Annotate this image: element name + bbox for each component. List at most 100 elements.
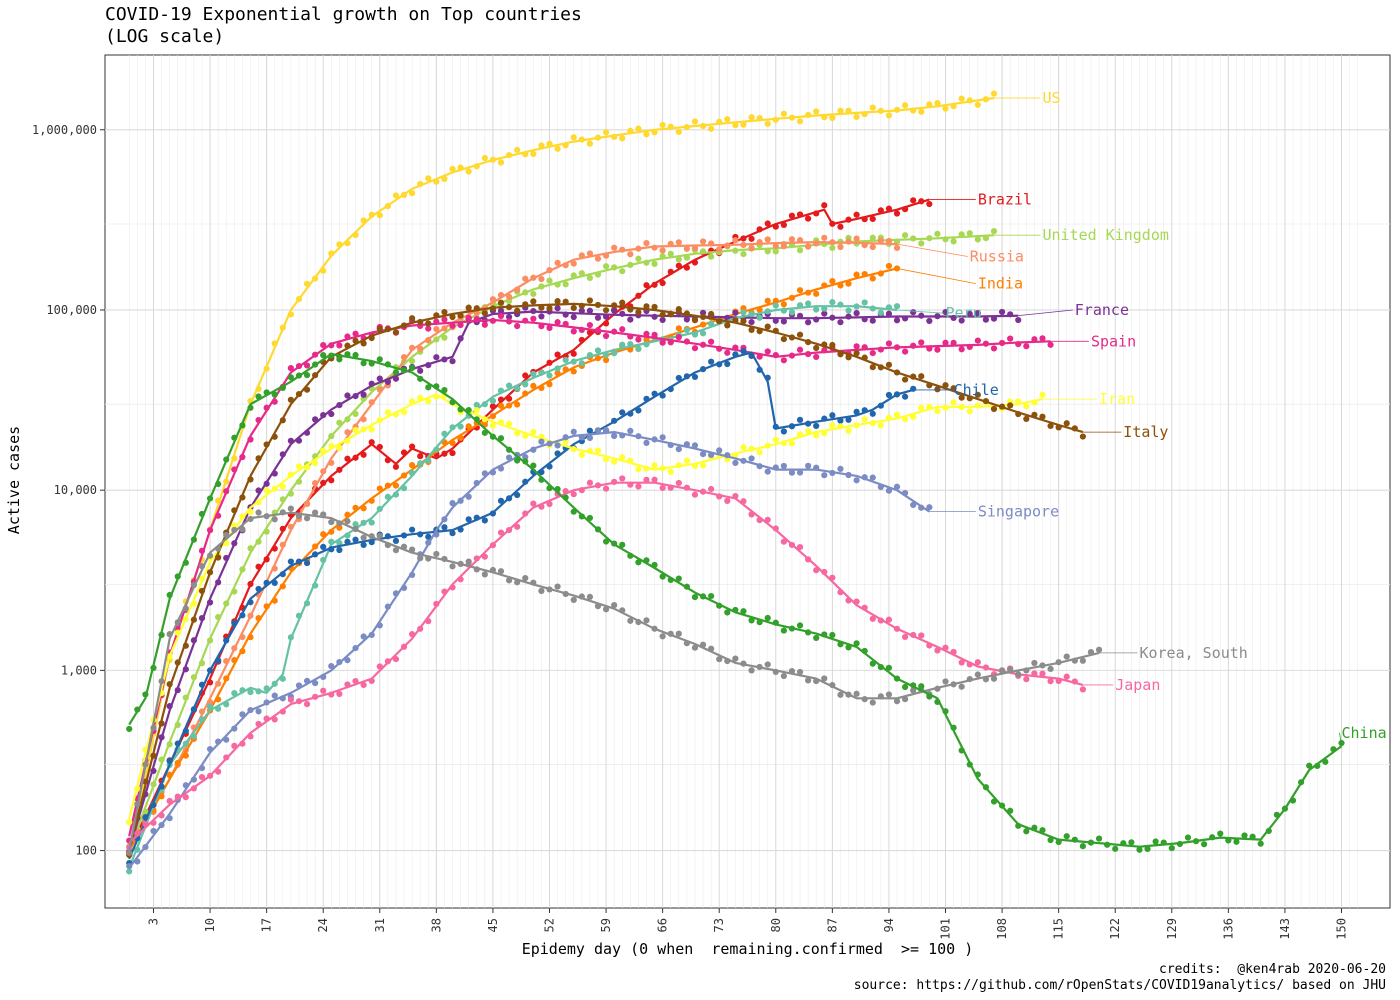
series-point [716,345,723,352]
series-point [287,311,294,318]
series-point [554,583,561,590]
series-point [198,708,206,715]
series-point [635,292,642,299]
series-point [473,407,480,414]
series-point [279,451,286,458]
series-point [683,583,690,590]
series-point [409,364,416,372]
series-point [481,321,488,328]
x-tick-label: 10 [203,918,217,932]
series-point [627,261,634,268]
series-point [667,311,674,318]
series-point [481,470,488,477]
series-point [772,116,779,123]
series-point [497,402,505,409]
series-point [837,282,844,289]
series-point [206,637,214,644]
x-tick-label: 3 [146,918,160,925]
series-point [950,724,957,731]
series-point [926,642,933,649]
x-tick-label: 17 [260,918,274,932]
series-point [667,123,674,130]
series-point [562,281,569,288]
series-point [934,698,941,705]
series-point [821,305,828,312]
series-point [796,312,804,319]
series-point [772,619,779,626]
series-point [643,465,650,472]
series-point [457,526,464,533]
series-point [1257,840,1264,847]
series-point [465,558,472,565]
series-point [772,317,779,324]
series-point [1007,311,1014,318]
series-point [530,370,537,378]
series-point [360,426,367,433]
series-point [166,757,173,765]
series-point [1055,677,1062,685]
series-point [231,455,238,462]
series-point [708,592,715,600]
series-point [223,675,230,682]
series-point [271,680,278,687]
series-point [691,259,699,266]
series-point [756,306,763,313]
series-point [586,447,594,455]
series-point [821,415,828,422]
series-point [206,527,214,534]
series-point [910,501,917,509]
series-point [465,423,472,430]
series-point [392,463,400,470]
series-point [966,676,973,683]
series-point [643,259,650,266]
series-point [409,344,416,351]
series-point [861,647,868,655]
series-point [659,311,666,318]
series-point [1281,805,1289,812]
series-point [691,491,699,498]
series-point [942,236,949,243]
series-point [368,631,375,639]
series-point [756,328,763,335]
series-point [271,579,278,586]
series-point [764,442,771,449]
series-point [441,516,448,523]
series-point [562,320,569,328]
series-point [255,688,262,695]
series-point [885,361,893,368]
series-point [328,477,335,484]
series-point [126,725,133,733]
series-point [497,307,505,314]
series-point [247,476,254,483]
series-point [643,395,650,402]
series-point [1144,845,1151,853]
series-point [675,630,682,637]
series-point [546,440,553,447]
series-point [675,262,682,269]
series-point [239,526,246,533]
series-point [271,398,278,405]
series-point [514,385,521,392]
series-point [627,427,634,434]
series-point [546,277,553,284]
series-point [271,433,278,440]
series-point [247,599,254,606]
series-point [602,485,610,492]
series-point [764,308,771,315]
series-point [352,351,359,359]
series-point [748,310,755,318]
series-point [360,519,367,526]
series-point [497,419,505,426]
series-point [554,298,561,305]
series-point [392,547,400,554]
series-end-label: India [978,275,1023,293]
series-point [837,351,844,358]
series-point [764,297,771,304]
series-point [611,540,618,547]
series-point [805,319,812,326]
series-point [602,320,610,327]
series-point [554,259,561,266]
series-point [457,406,464,413]
series-point [489,317,497,324]
series-point [392,482,400,489]
